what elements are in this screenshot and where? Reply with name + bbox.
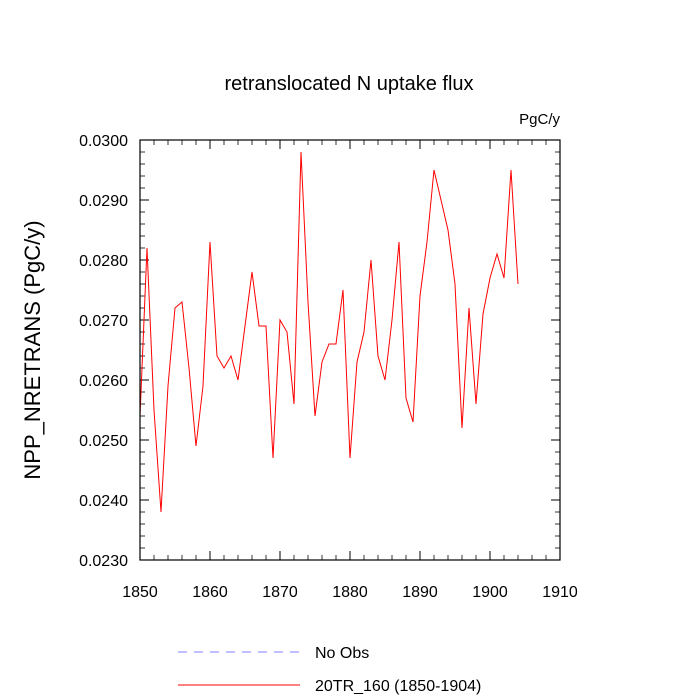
x-tick-label: 1890	[402, 584, 438, 601]
plot-frame	[139, 139, 561, 561]
y-tick-label: 0.0270	[79, 313, 128, 330]
y-tick-label: 0.0260	[79, 373, 128, 390]
legend: No Obs 20TR_160 (1850-1904)	[178, 645, 481, 695]
y-tick-label: 0.0300	[79, 133, 128, 150]
x-tick-label: 1880	[332, 584, 368, 601]
units-label: PgC/y	[519, 111, 560, 128]
axis-ticks: 1850 1860 1870 1880 1890 1900 1910 0.0230 0.0240…	[79, 133, 578, 601]
y-tick-label: 0.0290	[79, 193, 128, 210]
legend-label: 20TR_160 (1850-1904)	[315, 678, 481, 695]
x-tick-label: 1860	[192, 584, 228, 601]
x-tick-label: 1910	[542, 584, 578, 601]
x-tick-label: 1850	[122, 584, 158, 601]
legend-label: No Obs	[315, 645, 369, 662]
y-tick-label: 0.0250	[79, 433, 128, 450]
chart-title: retranslocated N uptake flux	[224, 73, 473, 95]
x-tick-label: 1870	[262, 584, 298, 601]
y-axis-label: NPP_NRETRANS (PgC/y)	[20, 220, 45, 479]
x-tick-label: 1900	[472, 584, 508, 601]
series-line	[139, 151, 519, 513]
series-lines	[139, 151, 519, 513]
y-tick-label: 0.0240	[79, 493, 128, 510]
y-tick-label: 0.0280	[79, 253, 128, 270]
y-tick-label: 0.0230	[79, 553, 128, 570]
